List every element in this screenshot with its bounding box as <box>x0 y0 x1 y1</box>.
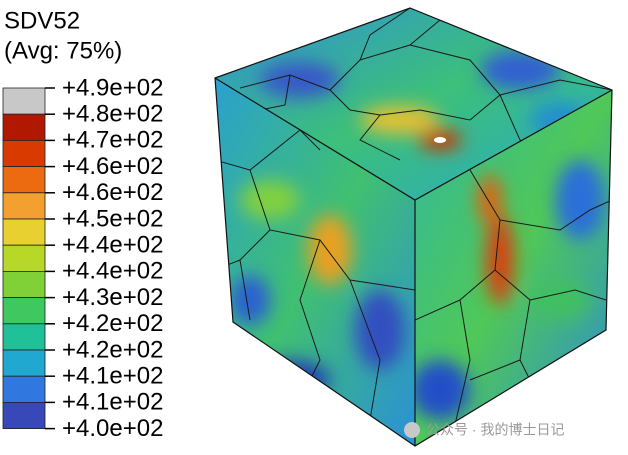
legend-swatch <box>2 244 46 272</box>
legend-swatch <box>2 139 46 167</box>
legend-swatch <box>2 349 46 377</box>
legend-swatch <box>2 270 46 298</box>
legend-label: +4.1e+02 <box>62 363 163 390</box>
legend-label: +4.0e+02 <box>62 415 163 442</box>
legend: +4.9e+02+4.8e+02+4.7e+02+4.6e+02+4.6e+02… <box>2 74 163 442</box>
legend-swatch <box>2 113 46 141</box>
legend-swatch <box>2 87 46 115</box>
legend-swatch <box>2 166 46 194</box>
legend-swatch <box>2 218 46 246</box>
legend-swatch <box>2 375 46 403</box>
legend-swatch <box>2 323 46 351</box>
legend-label: +4.1e+02 <box>62 389 163 416</box>
legend-subtitle: (Avg: 75%) <box>4 37 122 64</box>
legend-label: +4.2e+02 <box>62 336 163 363</box>
legend-label: +4.5e+02 <box>62 205 163 232</box>
legend-label: +4.3e+02 <box>62 284 163 311</box>
legend-label: +4.2e+02 <box>62 310 163 337</box>
legend-label: +4.6e+02 <box>62 179 163 206</box>
watermark: 公众号 · 我的博士日记 <box>426 422 564 438</box>
legend-swatch <box>2 401 46 429</box>
legend-label: +4.4e+02 <box>62 258 163 285</box>
legend-label: +4.9e+02 <box>62 74 163 101</box>
legend-label: +4.4e+02 <box>62 232 163 259</box>
watermark-icon <box>404 422 420 438</box>
legend-swatch <box>2 192 46 220</box>
legend-swatch <box>2 297 46 325</box>
cube <box>214 7 613 447</box>
legend-label: +4.7e+02 <box>62 127 163 154</box>
legend-label: +4.8e+02 <box>62 101 163 128</box>
legend-label: +4.6e+02 <box>62 153 163 180</box>
legend-title: SDV52 <box>4 7 80 34</box>
